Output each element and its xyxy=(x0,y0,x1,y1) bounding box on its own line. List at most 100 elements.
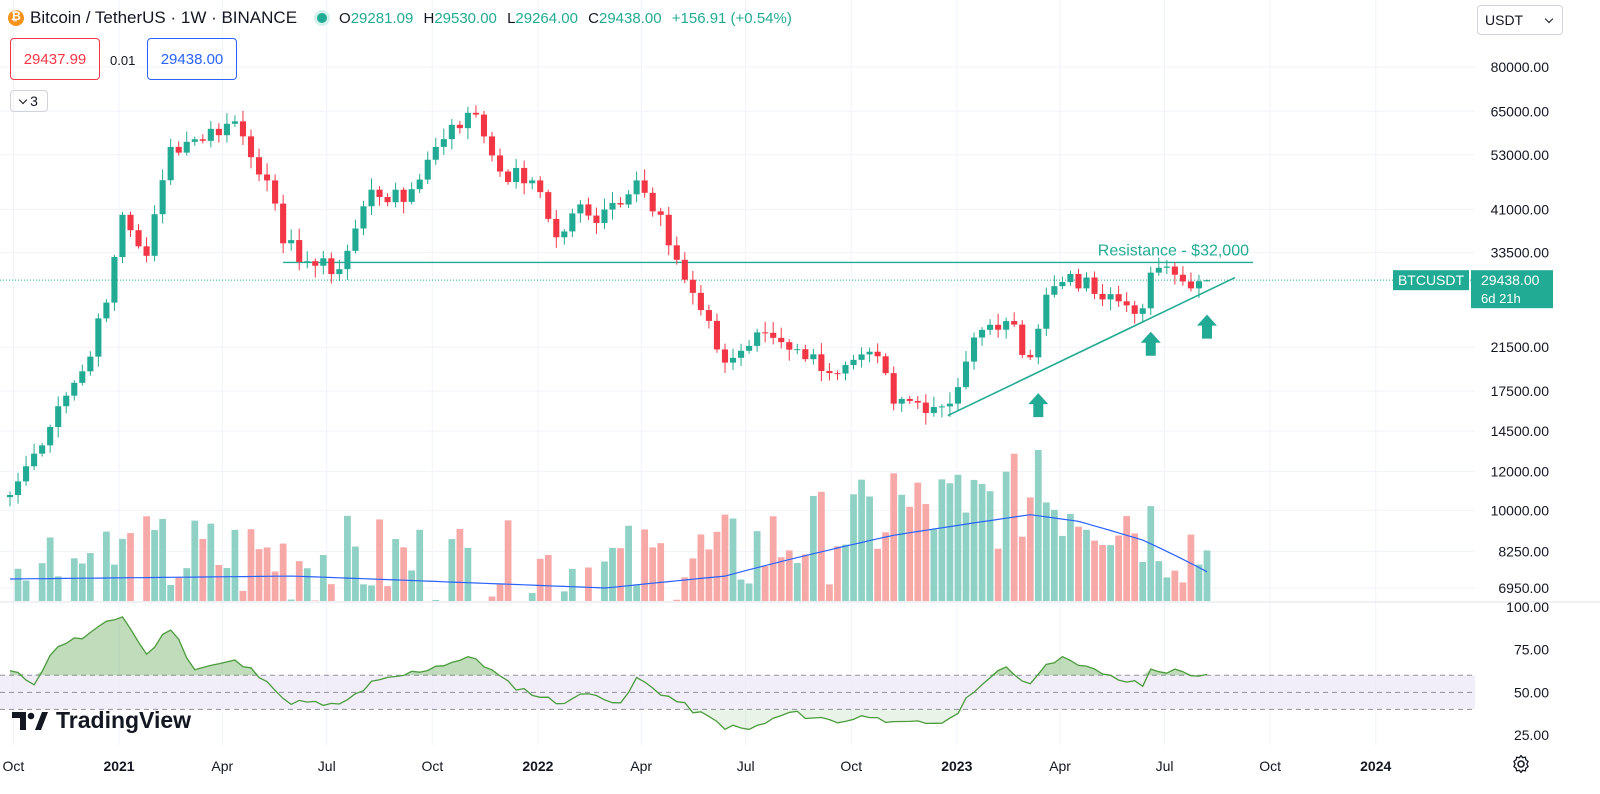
candle-body xyxy=(890,373,897,404)
volume-bar xyxy=(858,479,865,601)
candle xyxy=(866,347,873,363)
candle-body xyxy=(866,351,873,355)
volume-bar xyxy=(1131,533,1139,601)
candle-body xyxy=(906,398,913,401)
gear-icon[interactable] xyxy=(1511,754,1531,774)
candle-body xyxy=(151,214,158,256)
candle xyxy=(440,128,447,155)
candle-body xyxy=(577,204,584,214)
buy-button[interactable]: 29438.00 xyxy=(147,38,237,80)
price-axis: 80000.00 65000.00 53000.00 41000.00 33500.00… xyxy=(1491,59,1550,743)
ohlc-high-value: 29530.00 xyxy=(434,9,497,27)
candle-body xyxy=(304,261,311,263)
candle xyxy=(1075,268,1082,292)
volume-bar xyxy=(239,590,247,601)
candle-body xyxy=(472,112,479,115)
candle-body xyxy=(770,332,777,338)
candle-body xyxy=(31,453,38,467)
volume-bar xyxy=(432,599,440,601)
candle-body xyxy=(63,395,70,407)
price-axis-label: 21500.00 xyxy=(1491,339,1550,355)
candle xyxy=(111,254,118,311)
candle-body xyxy=(368,189,375,207)
candle-body xyxy=(995,324,1002,330)
time-axis-label: Jul xyxy=(1156,758,1174,774)
volume-bar xyxy=(255,549,263,601)
volume-bar xyxy=(544,554,552,601)
sell-button[interactable]: 29437.99 xyxy=(10,38,100,80)
candle xyxy=(593,207,600,234)
candle xyxy=(995,313,1002,338)
chevron-down-icon xyxy=(18,95,28,104)
volume-bar xyxy=(898,494,906,601)
volume-bar xyxy=(464,547,472,601)
candle-countdown: 6d 21h xyxy=(1481,291,1521,306)
volume-bar xyxy=(1091,540,1098,601)
volume-bar xyxy=(384,586,391,601)
time-axis-label: Oct xyxy=(421,758,443,774)
up-arrow-icon xyxy=(1028,393,1049,418)
indicators-toggle-button[interactable]: 3 xyxy=(10,90,48,112)
candle-body xyxy=(79,371,86,383)
candle xyxy=(480,110,488,144)
candle-body xyxy=(794,349,801,351)
volume-bar xyxy=(745,583,753,601)
candle xyxy=(488,131,496,162)
price-axis-label: 6950.00 xyxy=(1498,580,1549,596)
volume-bar xyxy=(994,548,1002,601)
candle-body xyxy=(416,179,423,190)
candle xyxy=(946,392,953,417)
candle xyxy=(521,160,528,195)
candle xyxy=(392,182,399,208)
candle xyxy=(914,395,921,409)
candle-body xyxy=(665,214,672,246)
volume-bar xyxy=(303,568,311,601)
candle-body xyxy=(239,121,247,137)
tradingview-logo[interactable]: TradingView xyxy=(12,707,191,734)
volume-bar xyxy=(319,555,327,601)
rsi-pane xyxy=(0,616,1475,731)
time-axis-label: Apr xyxy=(1049,758,1071,774)
volume-bar xyxy=(1042,502,1050,601)
candle-body xyxy=(938,406,945,408)
candle xyxy=(609,192,616,220)
volume-bar xyxy=(874,548,881,601)
volume-bar xyxy=(938,479,946,601)
volume-bar xyxy=(978,484,986,601)
candle-body xyxy=(71,382,78,396)
volume-bar xyxy=(962,512,970,601)
candle-body xyxy=(1139,308,1146,314)
time-axis-label: Apr xyxy=(211,758,233,774)
candle xyxy=(272,174,279,211)
volume-bar xyxy=(1163,577,1171,601)
volume-bar xyxy=(1018,536,1026,601)
candle xyxy=(970,332,978,370)
candle xyxy=(1131,300,1138,324)
volume-bar xyxy=(946,483,954,601)
candle-body xyxy=(39,445,46,454)
candle xyxy=(215,123,222,143)
candle xyxy=(802,344,809,362)
candle-body xyxy=(87,356,94,372)
bitcoin-icon xyxy=(8,9,24,26)
candle-body xyxy=(23,466,30,482)
volume-bar xyxy=(456,528,464,601)
candle xyxy=(239,110,247,146)
symbol-title[interactable]: Bitcoin / TetherUS · 1W · BINANCE xyxy=(30,8,298,27)
candle-body xyxy=(1147,272,1154,309)
candle-body xyxy=(14,481,22,495)
symbol-tag-label: BTCUSDT xyxy=(1398,272,1465,288)
candle-body xyxy=(1035,328,1042,358)
volume-bar xyxy=(705,549,713,601)
candle-body xyxy=(954,387,962,404)
volume-bar xyxy=(1171,570,1179,601)
volume-bar xyxy=(1083,529,1090,601)
volume-bar xyxy=(408,570,416,601)
volume-bar xyxy=(528,593,536,601)
candle xyxy=(529,177,536,190)
candle xyxy=(432,137,439,165)
currency-select[interactable]: USDT xyxy=(1477,5,1563,35)
candle xyxy=(778,327,785,349)
ohlc-values: O29281.09 H29530.00 L29264.00 C29438.00 … xyxy=(339,10,798,27)
